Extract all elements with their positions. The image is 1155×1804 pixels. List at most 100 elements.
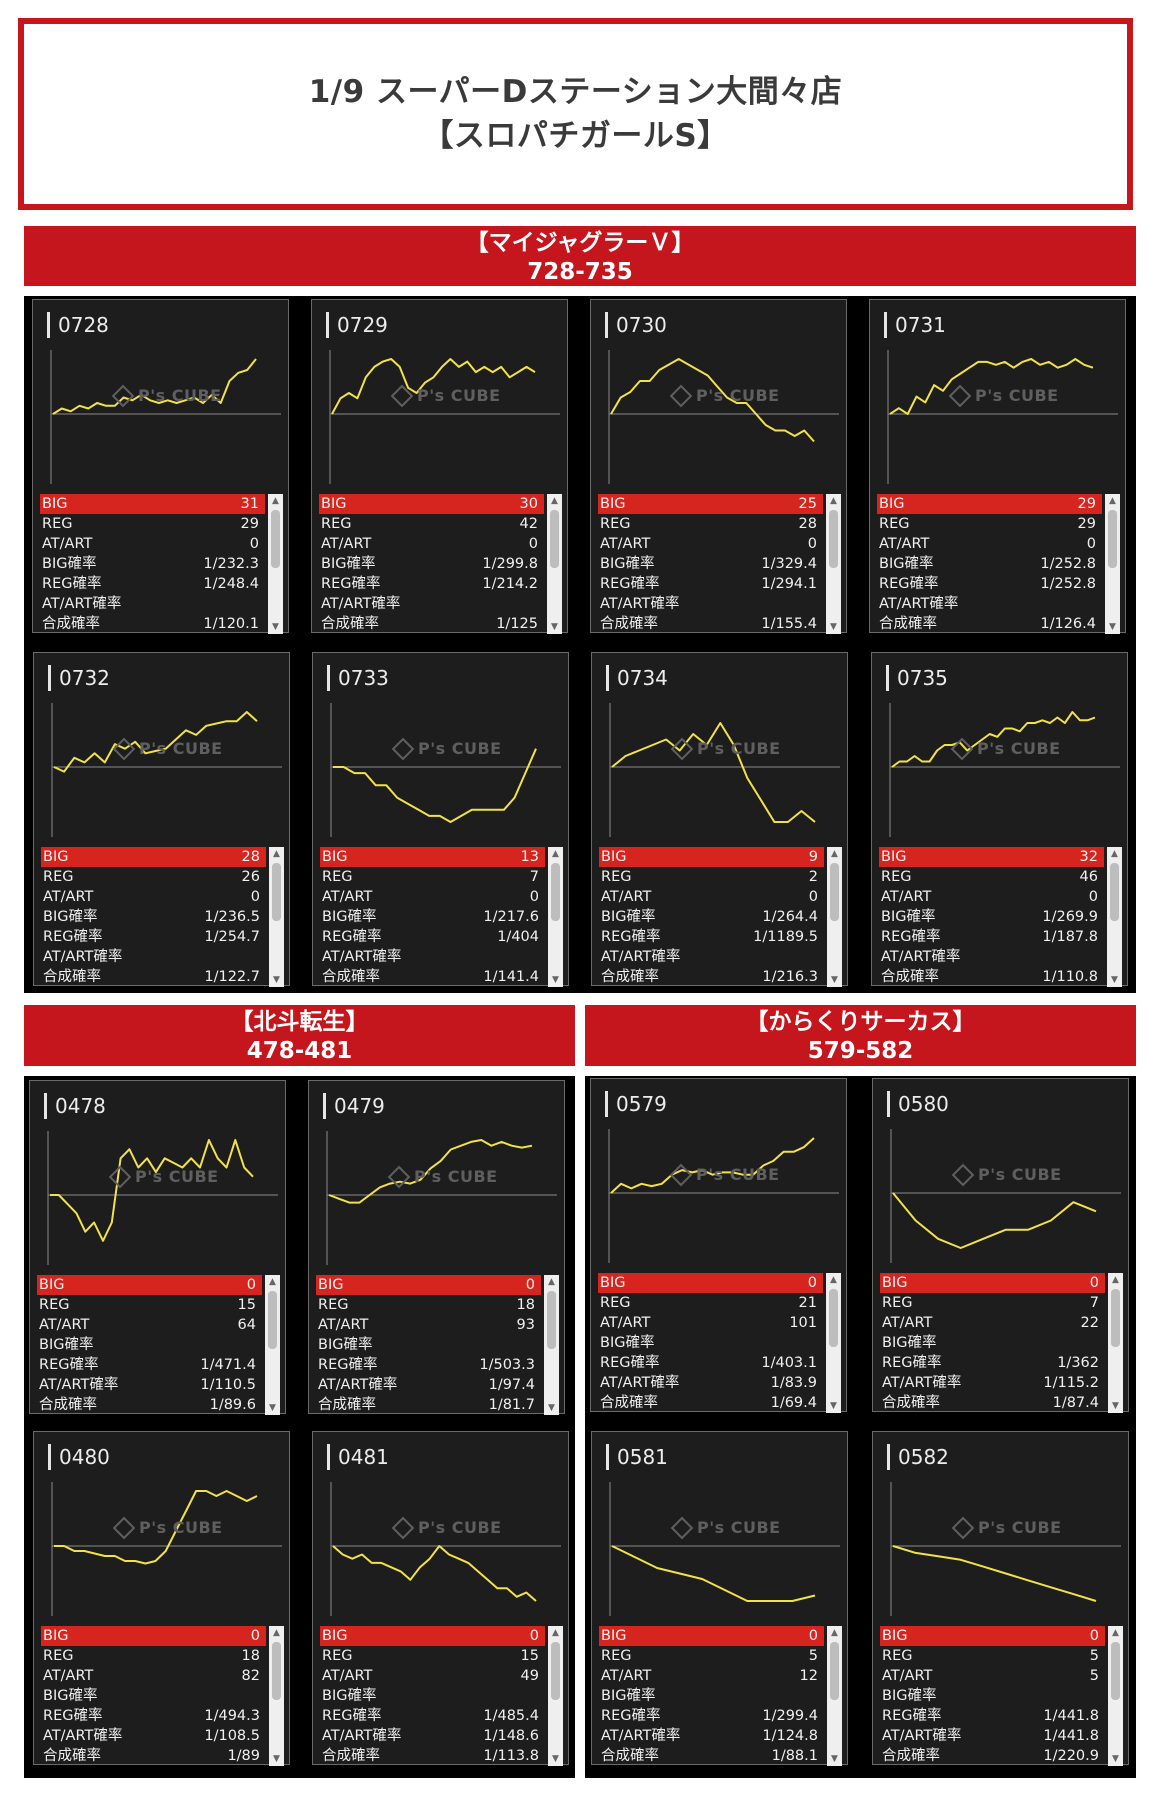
scroll-thumb[interactable]	[551, 863, 560, 921]
scroll-thumb[interactable]	[1110, 863, 1119, 921]
scroll-down-arrow-icon[interactable]: ▼	[830, 622, 837, 632]
scroll-down-arrow-icon[interactable]: ▼	[548, 1403, 555, 1413]
stats-scrollbar[interactable]: ▲ ▼	[265, 1275, 280, 1415]
scroll-down-arrow-icon[interactable]: ▼	[1112, 1754, 1119, 1764]
scroll-up-arrow-icon[interactable]: ▲	[830, 496, 837, 506]
slump-graph	[890, 1129, 1121, 1263]
scroll-thumb[interactable]	[550, 510, 559, 568]
stats-scrollbar[interactable]: ▲ ▼	[1108, 1273, 1123, 1413]
machine-panel-0481[interactable]: 0481 P's CUBE BIG 0 REG 15 AT/ART 49 BIG確率 REG確率 1…	[312, 1431, 569, 1766]
stat-value: 1/88.1	[771, 1748, 818, 1764]
scroll-down-arrow-icon[interactable]: ▼	[551, 622, 558, 632]
machine-panel-0732[interactable]: 0732 P's CUBE BIG 28 REG 26 AT/ART 0 BIG確率 1/236.…	[33, 652, 290, 987]
scroll-up-arrow-icon[interactable]: ▲	[831, 849, 838, 859]
stats-scrollbar[interactable]: ▲ ▼	[269, 847, 284, 987]
scroll-thumb[interactable]	[551, 1642, 560, 1700]
stat-label: BIG	[882, 1628, 908, 1644]
scroll-up-arrow-icon[interactable]: ▲	[1109, 496, 1116, 506]
stats-scrollbar[interactable]: ▲ ▼	[268, 494, 283, 634]
scroll-up-arrow-icon[interactable]: ▲	[1112, 1628, 1119, 1638]
scroll-thumb[interactable]	[268, 1291, 277, 1349]
scroll-thumb[interactable]	[271, 510, 280, 568]
stats-table: BIG 29 REG 29 AT/ART 0 BIG確率 1/252.8 REG確率 1/252.…	[877, 494, 1120, 634]
machine-panel-0478[interactable]: 0478 P's CUBE BIG 0 REG 15 AT/ART 64 BIG確率 REG確率 1…	[29, 1080, 286, 1415]
stat-value: 18	[516, 1297, 535, 1313]
machine-panel-0480[interactable]: 0480 P's CUBE BIG 0 REG 18 AT/ART 82 BIG確率 REG確率 1…	[33, 1431, 290, 1766]
stats-scrollbar[interactable]: ▲ ▼	[1105, 494, 1120, 634]
scroll-up-arrow-icon[interactable]: ▲	[273, 849, 280, 859]
scroll-down-arrow-icon[interactable]: ▼	[273, 975, 280, 985]
stats-scrollbar[interactable]: ▲ ▼	[826, 1273, 841, 1413]
scroll-thumb[interactable]	[272, 863, 281, 921]
stats-scrollbar[interactable]: ▲ ▼	[269, 1626, 284, 1766]
stat-value: 1/503.3	[479, 1357, 535, 1373]
stat-row: REG 7	[320, 867, 545, 887]
stat-row: AT/ART確率	[320, 947, 545, 967]
stat-value: 101	[789, 1315, 817, 1331]
scroll-up-arrow-icon[interactable]: ▲	[830, 1275, 837, 1285]
machine-panel-0730[interactable]: 0730 P's CUBE BIG 25 REG 28 AT/ART 0 BIG確率 1/329.…	[590, 299, 847, 634]
scroll-thumb[interactable]	[829, 1289, 838, 1347]
scroll-up-arrow-icon[interactable]: ▲	[269, 1277, 276, 1287]
scroll-down-arrow-icon[interactable]: ▼	[1111, 975, 1118, 985]
scroll-down-arrow-icon[interactable]: ▼	[552, 1754, 559, 1764]
stat-row: REG確率 1/1189.5	[599, 927, 824, 947]
machine-panel-0479[interactable]: 0479 P's CUBE BIG 0 REG 18 AT/ART 93 BIG確率 REG確率 1…	[308, 1080, 565, 1415]
machine-panel-0579[interactable]: 0579 P's CUBE BIG 0 REG 21 AT/ART 101 BIG確率 REG確率…	[590, 1078, 847, 1413]
section-banner-myjuggler: 【マイジャグラーＶ】 728-735	[24, 226, 1136, 286]
scroll-down-arrow-icon[interactable]: ▼	[1109, 622, 1116, 632]
scroll-down-arrow-icon[interactable]: ▼	[831, 975, 838, 985]
machine-panel-0731[interactable]: 0731 P's CUBE BIG 29 REG 29 AT/ART 0 BIG確率 1/252.…	[869, 299, 1126, 634]
scroll-down-arrow-icon[interactable]: ▼	[552, 975, 559, 985]
scroll-up-arrow-icon[interactable]: ▲	[552, 1628, 559, 1638]
stats-scrollbar[interactable]: ▲ ▼	[827, 1626, 842, 1766]
scroll-up-arrow-icon[interactable]: ▲	[548, 1277, 555, 1287]
stats-scrollbar[interactable]: ▲ ▼	[1107, 847, 1122, 987]
scroll-up-arrow-icon[interactable]: ▲	[552, 849, 559, 859]
scroll-thumb[interactable]	[830, 1642, 839, 1700]
scroll-down-arrow-icon[interactable]: ▼	[269, 1403, 276, 1413]
stats-scrollbar[interactable]: ▲ ▼	[548, 1626, 563, 1766]
stat-value: 1/141.4	[483, 969, 539, 985]
scroll-thumb[interactable]	[1111, 1642, 1120, 1700]
stats-scrollbar[interactable]: ▲ ▼	[827, 847, 842, 987]
scroll-up-arrow-icon[interactable]: ▲	[1111, 849, 1118, 859]
scroll-thumb[interactable]	[830, 863, 839, 921]
scroll-up-arrow-icon[interactable]: ▲	[831, 1628, 838, 1638]
stats-scrollbar[interactable]: ▲ ▼	[548, 847, 563, 987]
machine-panel-0582[interactable]: 0582 P's CUBE BIG 0 REG 5 AT/ART 5 BIG確率 REG確率 1/4…	[872, 1431, 1129, 1766]
scroll-thumb[interactable]	[1111, 1289, 1120, 1347]
machine-panel-0581[interactable]: 0581 P's CUBE BIG 0 REG 5 AT/ART 12 BIG確率 REG確率 1/…	[591, 1431, 848, 1766]
stat-value: 1/97.4	[488, 1377, 535, 1393]
scroll-thumb[interactable]	[829, 510, 838, 568]
scroll-down-arrow-icon[interactable]: ▼	[830, 1401, 837, 1411]
scroll-up-arrow-icon[interactable]: ▲	[272, 496, 279, 506]
scroll-down-arrow-icon[interactable]: ▼	[272, 622, 279, 632]
machine-panel-0729[interactable]: 0729 P's CUBE BIG 30 REG 42 AT/ART 0 BIG確率 1/299.…	[311, 299, 568, 634]
stat-value: 7	[1089, 1295, 1099, 1311]
stat-row: REG 42	[319, 514, 544, 534]
machine-panel-0735[interactable]: 0735 P's CUBE BIG 32 REG 46 AT/ART 0 BIG確率 1/269.…	[871, 652, 1128, 987]
scroll-thumb[interactable]	[272, 1642, 281, 1700]
stats-scrollbar[interactable]: ▲ ▼	[544, 1275, 559, 1415]
scroll-down-arrow-icon[interactable]: ▼	[1112, 1401, 1119, 1411]
scroll-down-arrow-icon[interactable]: ▼	[273, 1754, 280, 1764]
machine-panel-0728[interactable]: 0728 P's CUBE BIG 31 REG 29 AT/ART 0 BIG確率 1/232.…	[32, 299, 289, 634]
scroll-up-arrow-icon[interactable]: ▲	[551, 496, 558, 506]
scroll-thumb[interactable]	[547, 1291, 556, 1349]
watermark: P's CUBE	[391, 737, 502, 761]
stats-scrollbar[interactable]: ▲ ▼	[1108, 1626, 1123, 1766]
stat-row: AT/ART確率	[877, 594, 1102, 614]
scroll-thumb[interactable]	[1108, 510, 1117, 568]
machine-panel-0580[interactable]: 0580 P's CUBE BIG 0 REG 7 AT/ART 22 BIG確率 REG確率 1/…	[872, 1078, 1129, 1413]
stat-row: BIG 0	[316, 1275, 541, 1295]
machine-panel-0733[interactable]: 0733 P's CUBE BIG 13 REG 7 AT/ART 0 BIG確率 1/217.6…	[312, 652, 569, 987]
stat-value: 1/403.1	[761, 1355, 817, 1371]
stats-scrollbar[interactable]: ▲ ▼	[826, 494, 841, 634]
scroll-up-arrow-icon[interactable]: ▲	[1112, 1275, 1119, 1285]
stat-value: 0	[246, 1277, 256, 1293]
scroll-up-arrow-icon[interactable]: ▲	[273, 1628, 280, 1638]
machine-panel-0734[interactable]: 0734 P's CUBE BIG 9 REG 2 AT/ART 0 BIG確率 1/264.4 R…	[591, 652, 848, 987]
scroll-down-arrow-icon[interactable]: ▼	[831, 1754, 838, 1764]
stats-scrollbar[interactable]: ▲ ▼	[547, 494, 562, 634]
